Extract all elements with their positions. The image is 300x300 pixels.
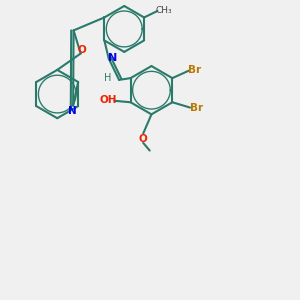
Text: N: N — [68, 106, 77, 116]
Text: CH₃: CH₃ — [155, 6, 172, 15]
Text: N: N — [108, 53, 117, 63]
Text: O: O — [139, 134, 147, 144]
Text: OH: OH — [99, 94, 117, 105]
Text: Br: Br — [190, 103, 203, 113]
Text: H: H — [104, 73, 112, 82]
Text: O: O — [78, 45, 86, 55]
Text: Br: Br — [188, 65, 202, 75]
